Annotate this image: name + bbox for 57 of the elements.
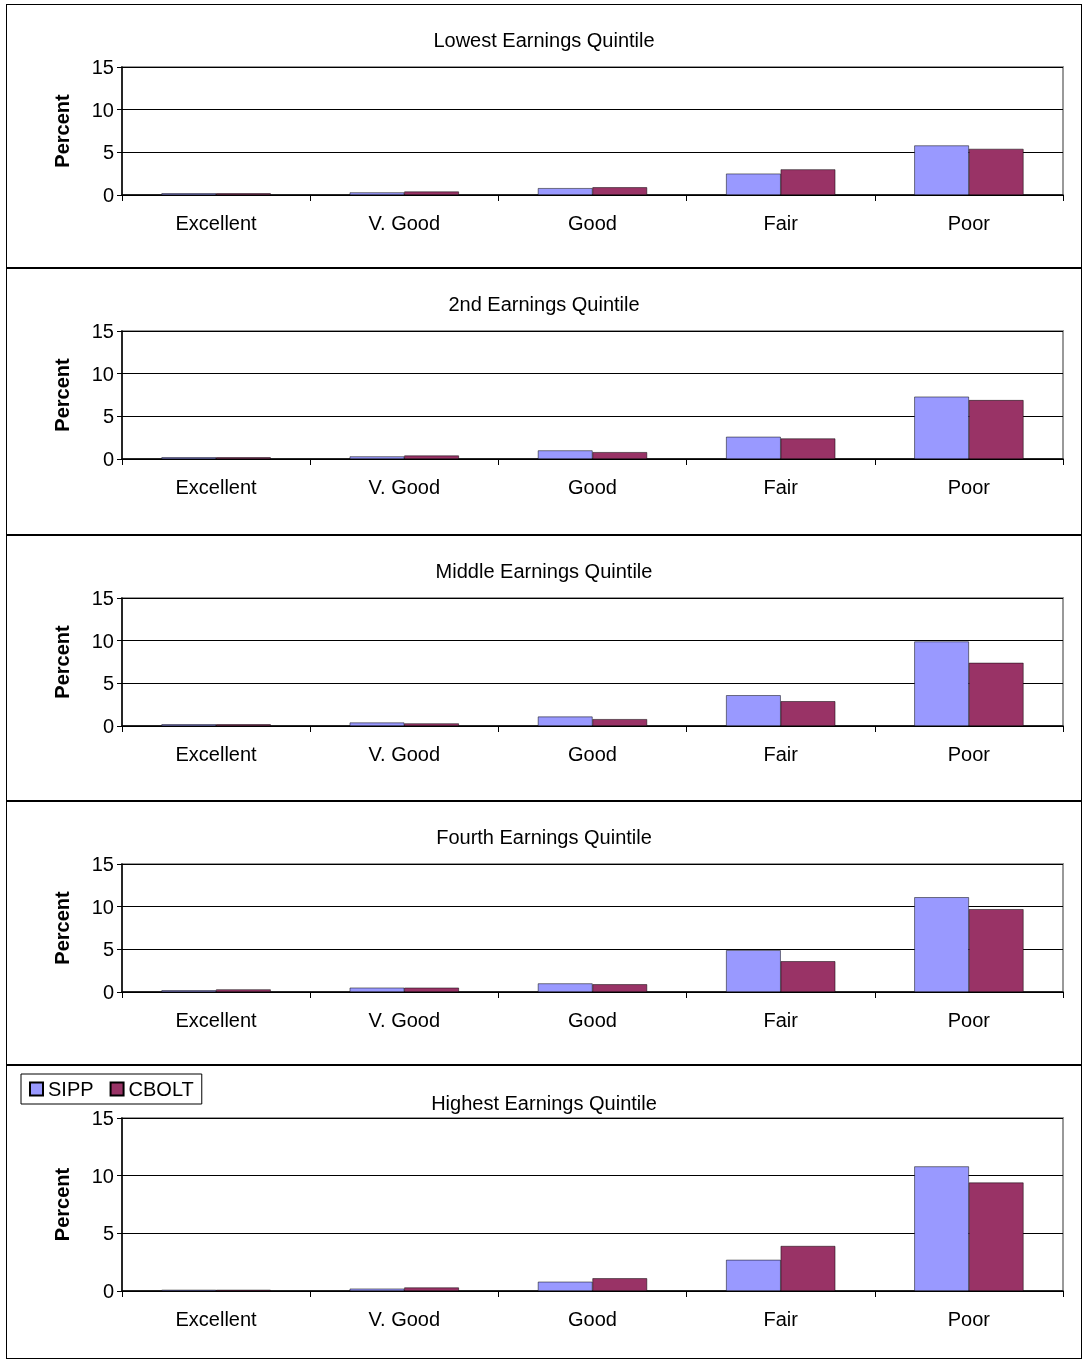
y-tick-label: 0 <box>102 448 114 470</box>
chart-title: Lowest Earnings Quintile <box>433 29 655 51</box>
y-axis-title: Percent <box>51 1167 73 1242</box>
chart-title: Middle Earnings Quintile <box>435 560 653 582</box>
y-tick-label: 15 <box>91 56 114 78</box>
y-tick-label: 15 <box>91 1107 114 1129</box>
y-axis-title: Percent <box>51 890 73 965</box>
y-tick-label: 0 <box>102 184 114 206</box>
x-tick-label: Poor <box>947 1009 991 1031</box>
x-tick-label: Good <box>568 1009 617 1031</box>
chart-title: Highest Earnings Quintile <box>431 1092 657 1114</box>
x-tick-label: V. Good <box>368 1308 441 1330</box>
x-tick-label: V. Good <box>368 1009 441 1031</box>
x-tick-label: V. Good <box>368 212 441 234</box>
x-tick-label: Fair <box>763 743 799 765</box>
chart-title: 2nd Earnings Quintile <box>448 293 640 315</box>
x-tick-label: Good <box>568 1308 617 1330</box>
y-axis-title: Percent <box>51 93 73 168</box>
x-tick-label: V. Good <box>368 743 441 765</box>
x-tick-label: Good <box>568 743 617 765</box>
y-tick-label: 0 <box>102 1280 114 1302</box>
x-tick-label: Poor <box>947 212 991 234</box>
y-tick-label: 10 <box>91 362 114 385</box>
x-tick-label: Fair <box>763 476 799 498</box>
x-tick-label: Excellent <box>175 212 258 234</box>
y-tick-label: 5 <box>102 405 114 428</box>
x-tick-label: Excellent <box>175 476 258 498</box>
y-tick-label: 10 <box>91 895 114 918</box>
y-tick-label: 5 <box>102 672 114 695</box>
x-tick-label: Poor <box>947 476 991 498</box>
chart-title: Fourth Earnings Quintile <box>436 826 652 848</box>
x-tick-label: Poor <box>947 1308 991 1330</box>
y-tick-label: 10 <box>91 98 114 121</box>
y-axis-title: Percent <box>51 357 73 432</box>
y-tick-label: 5 <box>102 141 114 164</box>
legend-label: SIPP <box>48 1078 94 1100</box>
y-tick-label: 15 <box>91 587 114 609</box>
x-tick-label: Fair <box>763 1009 799 1031</box>
legend-label: CBOLT <box>128 1078 194 1100</box>
x-tick-label: Good <box>568 476 617 498</box>
x-tick-label: Excellent <box>175 1308 258 1330</box>
y-tick-label: 15 <box>91 320 114 342</box>
x-tick-label: Good <box>568 212 617 234</box>
y-tick-label: 5 <box>102 938 114 961</box>
y-tick-label: 10 <box>91 629 114 652</box>
y-tick-label: 0 <box>102 981 114 1003</box>
x-tick-label: Excellent <box>175 743 258 765</box>
y-tick-label: 0 <box>102 715 114 737</box>
x-tick-label: Poor <box>947 743 991 765</box>
x-tick-label: V. Good <box>368 476 441 498</box>
x-tick-label: Excellent <box>175 1009 258 1031</box>
y-tick-label: 15 <box>91 853 114 875</box>
y-axis-title: Percent <box>51 624 73 699</box>
x-tick-label: Fair <box>763 1308 799 1330</box>
y-tick-label: 10 <box>91 1164 114 1187</box>
y-tick-label: 5 <box>102 1222 114 1245</box>
x-tick-label: Fair <box>763 212 799 234</box>
